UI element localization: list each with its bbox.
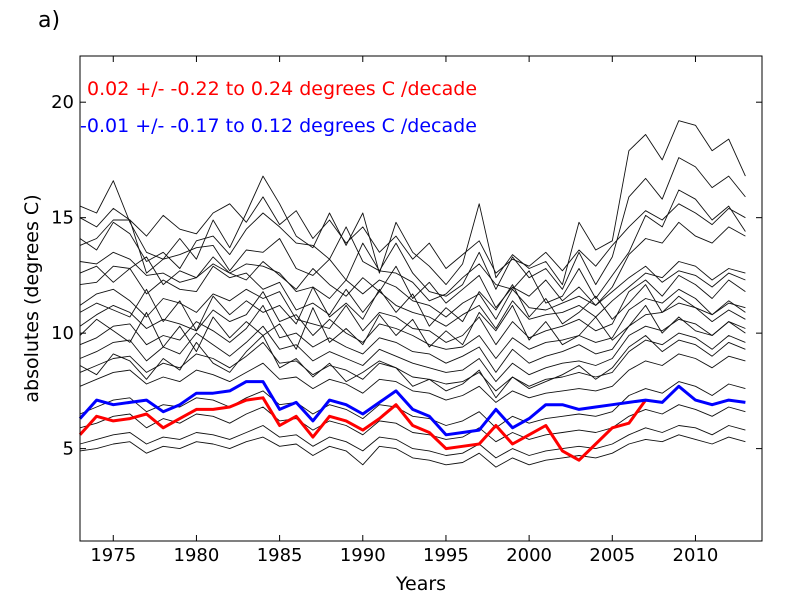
series-line-7 (79, 274, 746, 346)
series-line-8 (79, 288, 746, 359)
series-line-10 (79, 318, 746, 383)
series-layer (78, 120, 746, 468)
series-line-20 (79, 196, 746, 274)
trend-annotation-blue: -0.01 +/- -0.17 to 0.12 degrees C /decad… (80, 115, 477, 137)
series-line-6 (79, 261, 746, 329)
panel-label: a) (38, 8, 61, 33)
plot-frame (79, 55, 763, 542)
x-tick-label: 2000 (506, 545, 552, 566)
x-tick-label: 1995 (423, 545, 469, 566)
series-line-15 (79, 425, 746, 459)
x-tick-label: 1975 (90, 545, 136, 566)
series-line-18 (79, 304, 746, 353)
y-tick-label: 20 (51, 92, 74, 113)
series-line-blue (78, 380, 746, 437)
series-line-5 (79, 221, 746, 320)
y-tick-label: 10 (51, 323, 74, 344)
y-tick-label: 15 (51, 208, 74, 229)
x-tick-label: 1990 (340, 545, 386, 566)
series-line-3 (79, 157, 746, 297)
x-tick-label: 2005 (589, 545, 635, 566)
series-line-2 (79, 120, 746, 286)
series-line-9 (79, 302, 746, 373)
series-line-19 (79, 256, 746, 309)
series-line-16 (79, 434, 746, 468)
series-line-13 (79, 381, 746, 429)
x-tick-label: 1980 (174, 545, 220, 566)
series-line-12 (79, 353, 746, 403)
y-tick-label: 5 (63, 439, 74, 460)
ticks-layer: 1975 1980 1985 1990 1995 2000 2005 2010 5 10 15 20 (51, 56, 762, 566)
series-line-red (78, 396, 647, 462)
x-tick-label: 2010 (673, 545, 719, 566)
series-line-21 (79, 335, 746, 399)
series-line-11 (79, 332, 746, 392)
series-line-4 (79, 189, 746, 304)
x-axis-title: Years (395, 573, 446, 595)
y-axis-title: absolutes (degrees C) (21, 194, 43, 402)
x-tick-label: 1985 (257, 545, 303, 566)
series-line-17 (79, 284, 746, 332)
trend-annotation-red: 0.02 +/- -0.22 to 0.24 degrees C /decade (87, 78, 477, 100)
